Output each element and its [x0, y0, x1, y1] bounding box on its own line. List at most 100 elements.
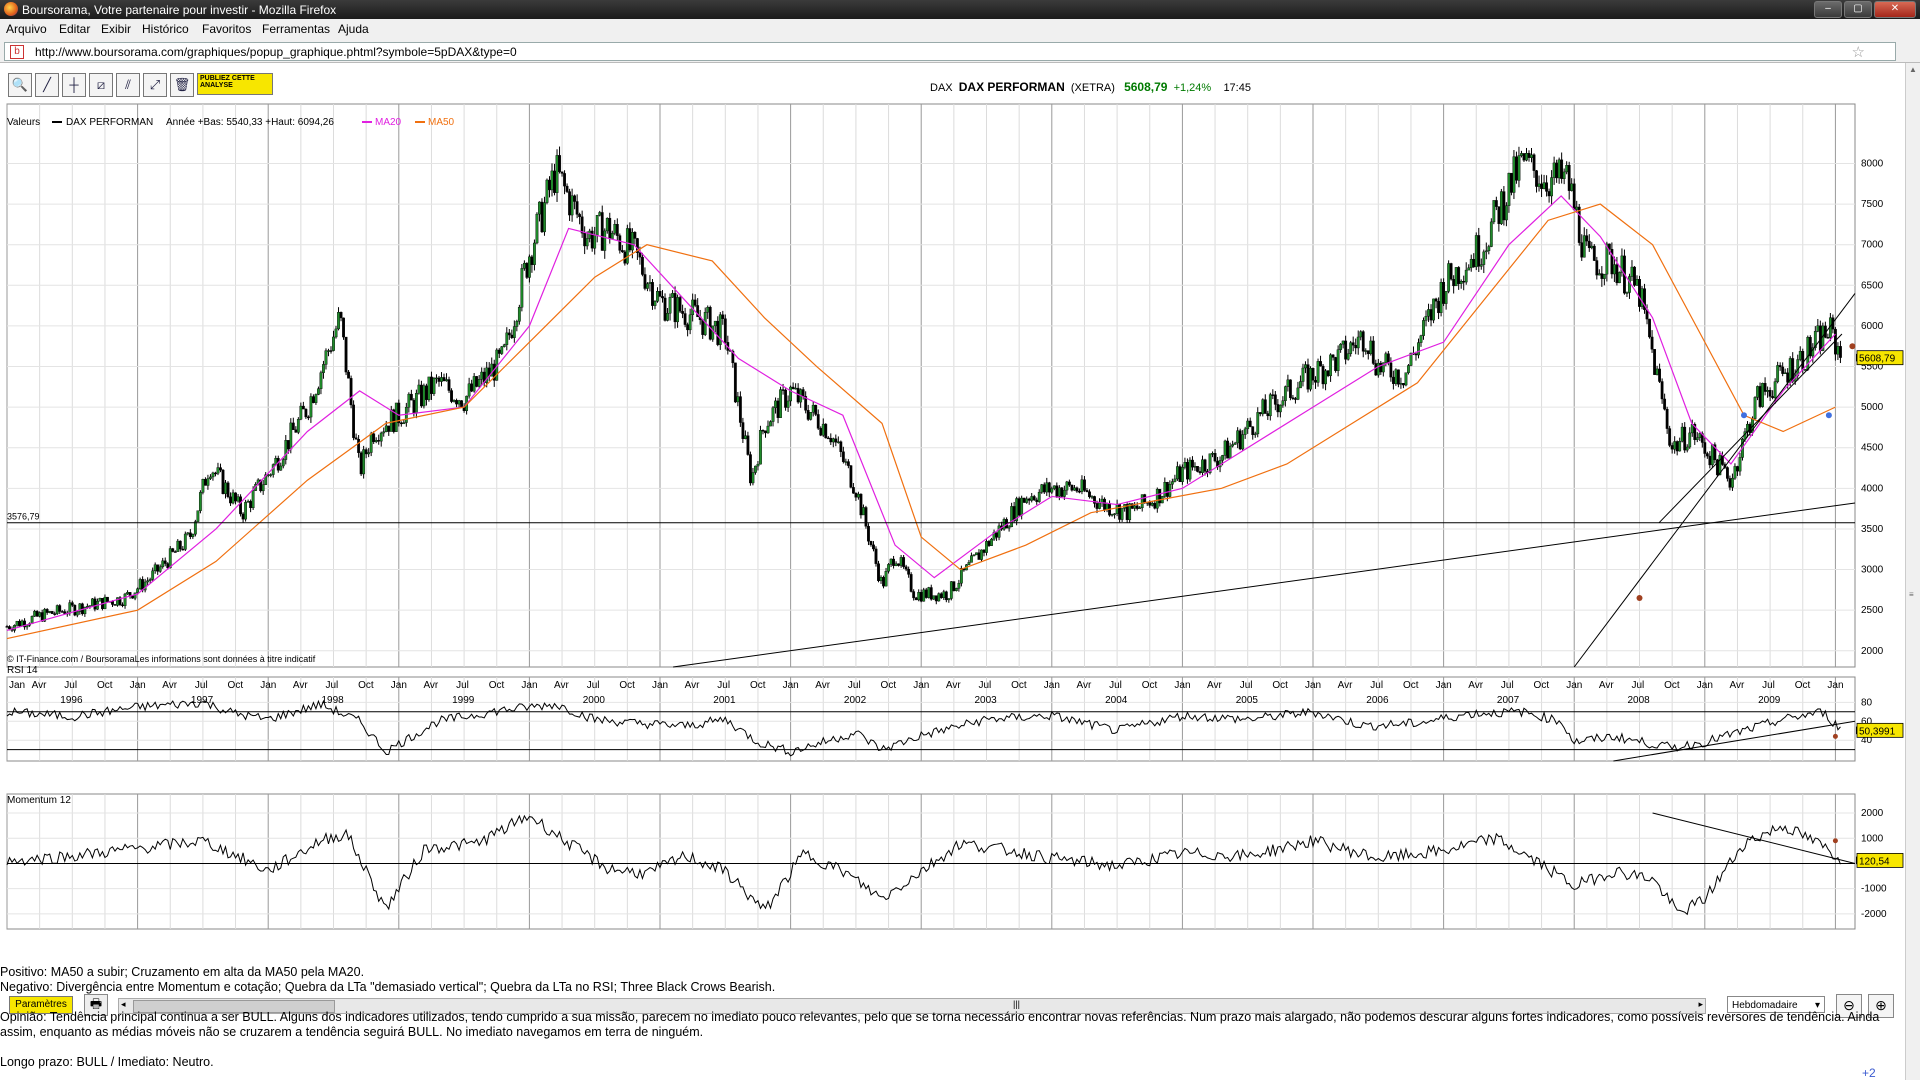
- candle-body: [216, 467, 220, 474]
- print-icon[interactable]: 🖶: [84, 994, 108, 1016]
- channel-tool-icon[interactable]: ⧄: [89, 73, 113, 97]
- scroll-right-icon[interactable]: ▸: [1698, 999, 1703, 1009]
- candle-body: [502, 344, 506, 347]
- candle-body: [1487, 246, 1491, 252]
- month-tick-label: Oct: [1272, 680, 1288, 691]
- chart-scrollbar[interactable]: ◂ ||| ▸: [118, 998, 1706, 1014]
- candle-body: [457, 400, 461, 405]
- url-field[interactable]: b http://www.boursorama.com/graphiques/p…: [4, 42, 1896, 61]
- candle-body: [1133, 505, 1137, 509]
- candle-body: [927, 587, 931, 598]
- chart-svg[interactable]: 2000 2500 3000 3500 4000 4500 5000 5500 6000 6500…: [0, 91, 1905, 991]
- scroll-left-icon[interactable]: ◂: [121, 999, 126, 1009]
- candle-body: [806, 410, 810, 420]
- candle-body: [1605, 243, 1609, 275]
- menu-editar[interactable]: Editar: [59, 22, 91, 36]
- candle-body: [1278, 404, 1282, 413]
- hline-tool-icon[interactable]: ┼: [62, 73, 86, 97]
- candle-body: [1010, 506, 1014, 528]
- scroll-thumb[interactable]: [133, 1000, 335, 1013]
- candle-body: [1324, 370, 1327, 385]
- chart-copyright: © IT-Finance.com / BoursoramaLes informa…: [7, 654, 316, 664]
- parametres-button[interactable]: Paramètres: [9, 996, 73, 1014]
- zoom-tool-icon[interactable]: 🔍: [8, 73, 32, 97]
- candle-body: [1776, 365, 1780, 382]
- close-button[interactable]: ✕: [1874, 1, 1916, 18]
- candle-body: [1633, 266, 1636, 286]
- candle-body: [1839, 346, 1842, 358]
- candle-body: [1778, 365, 1782, 368]
- trash-icon[interactable]: 🗑: [170, 73, 194, 97]
- candle-body: [412, 399, 416, 414]
- candle-body: [643, 274, 647, 289]
- candle-body: [1386, 353, 1390, 363]
- candle-body: [1193, 466, 1197, 468]
- zoom-in-icon[interactable]: ⊕: [1868, 994, 1894, 1018]
- candle-body: [83, 606, 87, 615]
- candle-body: [1515, 156, 1518, 181]
- bookmark-star-icon[interactable]: ☆: [1851, 44, 1865, 61]
- candle-body: [1258, 412, 1262, 415]
- maximize-button[interactable]: ▢: [1844, 1, 1872, 18]
- candle-body: [35, 610, 39, 617]
- year-tick-label: 2008: [1628, 695, 1651, 706]
- year-tick-label: 2009: [1758, 695, 1781, 706]
- candle-body: [1407, 365, 1410, 373]
- menu-exibir[interactable]: Exibir: [101, 22, 132, 36]
- candle-body: [1228, 445, 1232, 459]
- menu-ferramentas[interactable]: Ferramentas: [262, 22, 331, 36]
- candle-body: [560, 171, 564, 174]
- url-text[interactable]: http://www.boursorama.com/graphiques/pop…: [35, 45, 517, 59]
- candle-body: [907, 568, 911, 575]
- month-tick-label: Jul: [456, 680, 469, 691]
- candle-body: [73, 605, 77, 616]
- candle-body: [1238, 430, 1242, 450]
- candle-body: [369, 433, 373, 453]
- chart-area[interactable]: 2000 2500 3000 3500 4000 4500 5000 5500 6000 6500…: [0, 91, 1905, 994]
- candle-body: [1118, 503, 1122, 520]
- fibonacci-tool-icon[interactable]: ⫽: [116, 73, 140, 97]
- menu-ajuda[interactable]: Ajuda: [338, 22, 369, 36]
- candle-body: [533, 242, 536, 265]
- candle-body: [512, 326, 516, 338]
- plus-count[interactable]: +2: [1862, 1066, 1876, 1080]
- candle-body: [387, 425, 391, 432]
- trendline-tool-icon[interactable]: ╱: [35, 73, 59, 97]
- chart-toolbar: 🔍 ╱ ┼ ⧄ ⫽ ⤢ 🗑 PUBLIEZ CETTE ANALYSE: [8, 73, 273, 97]
- candle-body: [209, 476, 212, 479]
- menu-arquivo[interactable]: Arquivo: [6, 22, 47, 36]
- period-select[interactable]: Hebdomadaire: [1727, 996, 1825, 1014]
- candle-body: [1444, 291, 1448, 304]
- parallel-tool-icon[interactable]: ⤢: [143, 73, 167, 97]
- page-scrollbar[interactable]: ▲ ≡: [1905, 63, 1920, 1080]
- publiez-button[interactable]: PUBLIEZ CETTE ANALYSE: [197, 73, 273, 95]
- scroll-up-icon[interactable]: ▲: [1909, 65, 1917, 74]
- month-tick-label: Oct: [881, 680, 897, 691]
- candle-body: [477, 379, 481, 387]
- candle-body: [1452, 279, 1456, 287]
- candle-body: [585, 238, 589, 247]
- month-tick-label: Jan: [1305, 680, 1321, 691]
- candle-body: [43, 609, 47, 622]
- candle-body: [342, 317, 345, 338]
- zoom-out-icon[interactable]: ⊖: [1836, 994, 1862, 1018]
- candle-body: [1813, 331, 1817, 348]
- candle-body: [339, 312, 343, 319]
- candle-body: [741, 422, 745, 439]
- candle-body: [445, 379, 448, 382]
- menu-historico[interactable]: Histórico: [142, 22, 189, 36]
- candle-body: [359, 452, 363, 475]
- menu-favoritos[interactable]: Favoritos: [202, 22, 252, 36]
- momentum-badge-label: 120,54: [1859, 856, 1890, 867]
- candle-body: [301, 405, 305, 410]
- candle-body: [264, 474, 268, 485]
- candle-body: [1261, 399, 1265, 415]
- candle-body: [708, 306, 712, 340]
- candle-body: [15, 620, 19, 626]
- candle-body: [902, 557, 906, 567]
- candle-body: [1504, 205, 1508, 221]
- candle-body: [173, 551, 177, 553]
- candle-body: [8, 626, 11, 630]
- candle-body: [1600, 273, 1604, 279]
- minimize-button[interactable]: ‒: [1814, 1, 1842, 18]
